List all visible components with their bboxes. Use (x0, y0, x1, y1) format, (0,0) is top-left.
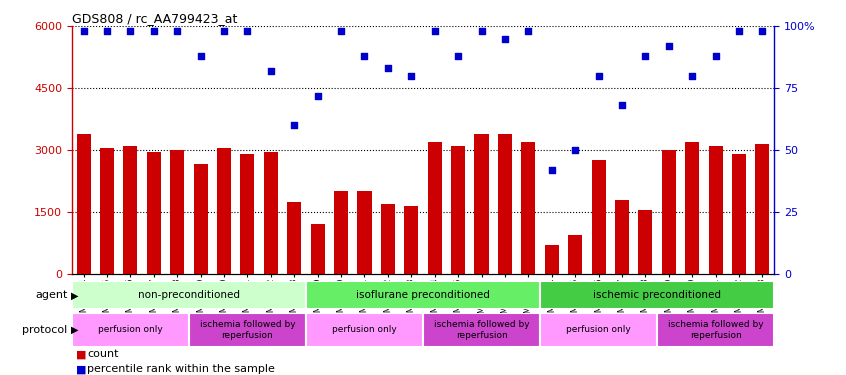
Point (240, 28, 254, 34)
Text: GDS808 / rc_AA799423_at: GDS808 / rc_AA799423_at (72, 12, 237, 25)
Point (77, 28, 91, 34)
Point (452, 53, 465, 59)
Point (709, 53, 722, 59)
Point (311, 93, 325, 99)
Bar (657, 313, 774, 347)
Bar (732, 154, 746, 274)
Bar (545, 245, 558, 274)
Point (615, 102, 629, 108)
Point (147, 28, 161, 34)
Text: perfusion only: perfusion only (98, 326, 162, 334)
Text: ■: ■ (76, 364, 86, 374)
Bar (615, 200, 629, 274)
Bar (755, 144, 769, 274)
Text: count: count (87, 350, 118, 359)
Bar (540, 313, 657, 347)
Bar (423, 313, 540, 347)
Bar (662, 150, 676, 274)
Point (170, 28, 184, 34)
Bar (569, 235, 582, 274)
Bar (685, 142, 699, 274)
Text: ischemic preconditioned: ischemic preconditioned (593, 290, 721, 300)
Bar (240, 154, 255, 274)
Bar (72, 313, 189, 347)
Bar (306, 281, 540, 309)
Point (358, 53, 371, 59)
Bar (72, 281, 306, 309)
Point (217, 28, 231, 34)
Point (662, 43, 675, 49)
Bar (310, 224, 325, 274)
Point (639, 53, 652, 59)
Text: protocol: protocol (23, 325, 68, 335)
Point (733, 28, 746, 34)
Bar (288, 202, 301, 274)
Text: ischemia followed by
reperfusion: ischemia followed by reperfusion (200, 320, 295, 340)
Text: percentile rank within the sample: percentile rank within the sample (87, 364, 275, 374)
Text: perfusion only: perfusion only (332, 326, 397, 334)
Point (521, 28, 536, 34)
Bar (124, 146, 137, 274)
Bar (475, 134, 488, 274)
Bar (428, 142, 442, 274)
Point (569, 147, 582, 153)
Point (100, 28, 113, 34)
Bar (709, 146, 722, 274)
Bar (381, 204, 395, 274)
Text: agent: agent (36, 290, 68, 300)
Bar (264, 152, 277, 274)
Point (591, 73, 605, 79)
Point (404, 73, 418, 79)
Bar (521, 142, 536, 274)
Point (428, 28, 442, 34)
Bar (194, 164, 207, 274)
Point (194, 53, 207, 59)
Text: ischemia followed by
reperfusion: ischemia followed by reperfusion (434, 320, 530, 340)
Bar (540, 281, 774, 309)
Text: non-preconditioned: non-preconditioned (138, 290, 240, 300)
Bar (639, 210, 652, 274)
Bar (334, 191, 348, 274)
Point (685, 73, 699, 79)
Bar (217, 148, 231, 274)
Text: ▶: ▶ (71, 325, 79, 335)
Text: ■: ■ (76, 350, 86, 359)
Point (755, 28, 769, 34)
Bar (306, 313, 423, 347)
Text: isoflurane preconditioned: isoflurane preconditioned (356, 290, 490, 300)
Bar (404, 206, 418, 274)
Bar (591, 160, 606, 274)
Point (475, 28, 488, 34)
Point (288, 122, 301, 128)
Point (381, 65, 394, 71)
Point (498, 36, 512, 42)
Bar (451, 146, 465, 274)
Bar (189, 313, 306, 347)
Point (264, 68, 277, 74)
Point (124, 28, 137, 34)
Bar (100, 148, 114, 274)
Bar (358, 191, 371, 274)
Text: ▶: ▶ (71, 290, 79, 300)
Text: ischemia followed by
reperfusion: ischemia followed by reperfusion (667, 320, 763, 340)
Point (334, 28, 348, 34)
Text: perfusion only: perfusion only (566, 326, 631, 334)
Bar (498, 134, 512, 274)
Bar (147, 152, 161, 274)
Point (545, 167, 558, 173)
Bar (77, 134, 91, 274)
Bar (170, 150, 184, 274)
